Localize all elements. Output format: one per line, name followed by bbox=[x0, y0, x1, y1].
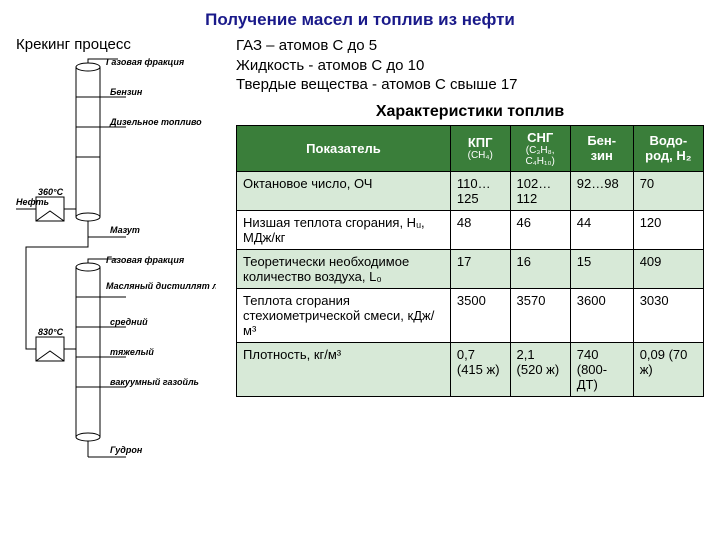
table-cell: 3600 bbox=[570, 288, 633, 342]
gas-fraction2-label: Газовая фракция bbox=[106, 255, 185, 265]
left-column: Крекинг процесс Газовая фракция Бензин Д… bbox=[16, 36, 226, 477]
table-row: Теплота сгорания стехиометрической смеси… bbox=[237, 288, 704, 342]
th-sng: СНГ(C₃H₈, C₄H₁₀) bbox=[510, 125, 570, 171]
mazut-label: Мазут bbox=[110, 225, 140, 235]
medium-label: средний bbox=[110, 317, 148, 327]
table-cell: 0,09 (70 ж) bbox=[633, 342, 703, 396]
heavy-label: тяжелый bbox=[110, 347, 154, 357]
th-kpg: КПГ(CH₄) bbox=[450, 125, 510, 171]
table-cell: 740 (800-ДТ) bbox=[570, 342, 633, 396]
masl-light-label: Масляный дистиллят легкий bbox=[106, 281, 216, 291]
info-line-2: Жидкость - атомов С до 10 bbox=[236, 56, 704, 76]
benzin-label: Бензин bbox=[110, 87, 143, 97]
table-cell: 110…125 bbox=[450, 171, 510, 210]
right-column: ГАЗ – атомов С до 5 Жидкость - атомов С … bbox=[236, 36, 704, 477]
table-body: Октановое число, ОЧ110…125102…11292…9870… bbox=[237, 171, 704, 396]
cracking-subtitle: Крекинг процесс bbox=[16, 36, 226, 53]
fuel-table: Показатель КПГ(CH₄) СНГ(C₃H₈, C₄H₁₀) Бен… bbox=[236, 125, 704, 397]
cracking-diagram: Газовая фракция Бензин Дизельное топливо… bbox=[16, 57, 216, 477]
table-cell: 92…98 bbox=[570, 171, 633, 210]
table-cell: 3570 bbox=[510, 288, 570, 342]
table-cell: 2,1 (520 ж) bbox=[510, 342, 570, 396]
table-row: Теоретически необходимое количество возд… bbox=[237, 249, 704, 288]
table-cell: 120 bbox=[633, 210, 703, 249]
table-cell: 409 bbox=[633, 249, 703, 288]
table-row: Плотность, кг/м³0,7 (415 ж)2,1 (520 ж)74… bbox=[237, 342, 704, 396]
neft-label: Нефть bbox=[16, 197, 49, 207]
table-cell: Теплота сгорания стехиометрической смеси… bbox=[237, 288, 451, 342]
table-row: Октановое число, ОЧ110…125102…11292…9870 bbox=[237, 171, 704, 210]
table-cell: 44 bbox=[570, 210, 633, 249]
table-cell: 48 bbox=[450, 210, 510, 249]
table-cell: 17 bbox=[450, 249, 510, 288]
table-cell: 102…112 bbox=[510, 171, 570, 210]
th-indicator: Показатель bbox=[237, 125, 451, 171]
table-cell: Плотность, кг/м³ bbox=[237, 342, 451, 396]
table-row: Низшая теплота сгорания, Hᵤ, МДж/кг48464… bbox=[237, 210, 704, 249]
table-title: Характеристики топлив bbox=[236, 103, 704, 121]
diesel-label: Дизельное топливо bbox=[109, 117, 202, 127]
table-cell: 16 bbox=[510, 249, 570, 288]
th-benzin: Бен-зин bbox=[570, 125, 633, 171]
table-cell: Низшая теплота сгорания, Hᵤ, МДж/кг bbox=[237, 210, 451, 249]
table-cell: 70 bbox=[633, 171, 703, 210]
t830-label: 830°С bbox=[38, 327, 64, 337]
table-cell: 15 bbox=[570, 249, 633, 288]
content-row: Крекинг процесс Газовая фракция Бензин Д… bbox=[16, 36, 704, 477]
vacuum-label: вакуумный газойль bbox=[110, 377, 199, 387]
th-hydrogen: Водо-род, H₂ bbox=[633, 125, 703, 171]
table-cell: 0,7 (415 ж) bbox=[450, 342, 510, 396]
table-cell: 3500 bbox=[450, 288, 510, 342]
page-title: Получение масел и топлив из нефти bbox=[16, 10, 704, 30]
table-cell: Октановое число, ОЧ bbox=[237, 171, 451, 210]
gas-fraction-label: Газовая фракция bbox=[106, 57, 185, 67]
info-line-3: Твердые вещества - атомов С свыше 17 bbox=[236, 75, 704, 95]
info-line-1: ГАЗ – атомов С до 5 bbox=[236, 36, 704, 56]
info-lines: ГАЗ – атомов С до 5 Жидкость - атомов С … bbox=[236, 36, 704, 95]
gudron-label: Гудрон bbox=[110, 445, 143, 455]
table-cell: Теоретически необходимое количество возд… bbox=[237, 249, 451, 288]
table-cell: 3030 bbox=[633, 288, 703, 342]
t360-label: 360°С bbox=[38, 187, 64, 197]
table-cell: 46 bbox=[510, 210, 570, 249]
